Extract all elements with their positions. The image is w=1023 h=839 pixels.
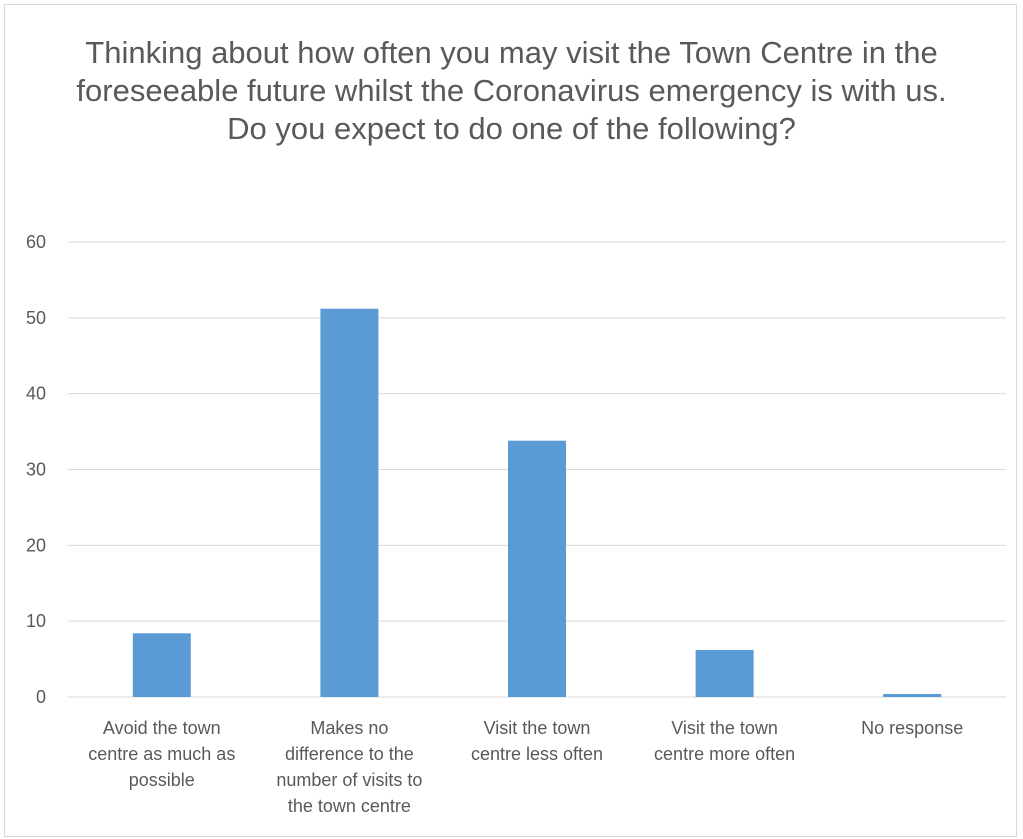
y-tick-label: 30	[26, 460, 46, 480]
bar	[320, 308, 379, 697]
x-axis-labels: Avoid the town centre as much as possible M…	[88, 718, 963, 816]
bar	[695, 649, 754, 697]
bar	[132, 633, 191, 697]
bar	[883, 693, 942, 697]
y-axis-ticks: 0 10 20 30 40 50 60	[26, 232, 46, 707]
x-category-label: Makes no difference to the number of visit…	[276, 718, 422, 816]
y-tick-label: 50	[26, 308, 46, 328]
chart-frame	[4, 4, 1017, 837]
x-category-label: Visit the town centre more often	[654, 718, 795, 764]
x-category-label: Avoid the town centre as much as possible	[88, 718, 235, 790]
chart-title: Thinking about how often you may visit t…	[76, 35, 947, 146]
y-tick-label: 60	[26, 232, 46, 252]
bar	[508, 440, 566, 697]
y-tick-label: 20	[26, 535, 46, 555]
y-tick-label: 10	[26, 611, 46, 631]
y-tick-label: 40	[26, 384, 46, 404]
bars	[132, 308, 942, 697]
x-category-label: No response	[861, 718, 963, 738]
y-tick-label: 0	[36, 687, 46, 707]
x-category-label: Visit the town centre less often	[471, 718, 603, 764]
